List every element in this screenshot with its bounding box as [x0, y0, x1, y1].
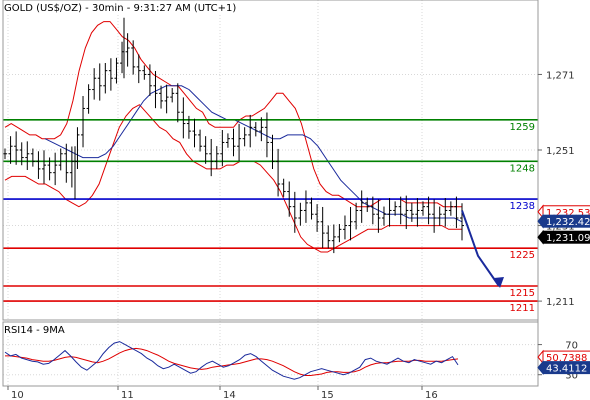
- bollinger-lower-line: [4, 104, 462, 253]
- rsi-badge-label-1: 43.4112: [546, 364, 587, 375]
- projection-arrow-line: [461, 210, 500, 287]
- x-tick-label-16: 16: [425, 390, 438, 400]
- level-label-1211: 1211: [510, 303, 535, 314]
- horizontal-levels: 1259 1248 1238 1225 1215 1211: [3, 118, 538, 314]
- rsi-panel: [4, 341, 459, 380]
- rsi-badge-box-1: [542, 361, 590, 375]
- x-tick-label-15: 15: [321, 390, 334, 400]
- rsi-tick-label-70: 70: [565, 341, 578, 352]
- level-label-1248: 1248: [510, 163, 535, 174]
- rsi-line: [4, 341, 459, 380]
- rsi-badge-label-0: 50.7388: [546, 353, 587, 364]
- level-label-bg-1225: [512, 249, 536, 261]
- price-badge-label-2: 1,231.09: [546, 233, 590, 244]
- x-tick-label-11: 11: [121, 390, 134, 400]
- x-tick-label-14: 14: [223, 390, 236, 400]
- price-badge-label-0: 1,232.53: [546, 208, 590, 219]
- rsi-tick-label-30: 30: [565, 371, 578, 382]
- y-tick-label-1,211: 1,211: [546, 297, 575, 308]
- chart-title: GOLD (US$/OZ) - 30min - 9:31:27 AM (UTC+…: [4, 3, 236, 14]
- level-label-bg-1248: [512, 162, 536, 174]
- price-badge-label-1: 1,232.42: [546, 217, 590, 228]
- x-tick-label-10: 10: [11, 390, 24, 400]
- moving-average-line: [44, 85, 463, 223]
- rsi-title-background: [2, 323, 72, 336]
- level-label-1238: 1238: [510, 201, 535, 212]
- price-badge-box-2: [542, 230, 590, 244]
- level-label-1259: 1259: [510, 122, 535, 133]
- level-label-bg-1259: [512, 120, 536, 132]
- price-badge-box-1: [542, 214, 590, 228]
- level-label-bg-1211: [512, 302, 536, 314]
- rsi-title: RSI14 - 9MA: [4, 325, 65, 336]
- level-label-1225: 1225: [510, 250, 535, 261]
- title-background: [2, 1, 250, 14]
- y-tick-label-1,271: 1,271: [546, 70, 575, 81]
- projection-arrow-head: [494, 277, 504, 288]
- price-bars: [3, 17, 504, 288]
- y-tick-label-1,251: 1,251: [546, 146, 575, 157]
- level-label-bg-1215: [512, 287, 536, 298]
- level-label-bg-1238: [512, 200, 536, 212]
- level-label-1215: 1215: [510, 288, 535, 299]
